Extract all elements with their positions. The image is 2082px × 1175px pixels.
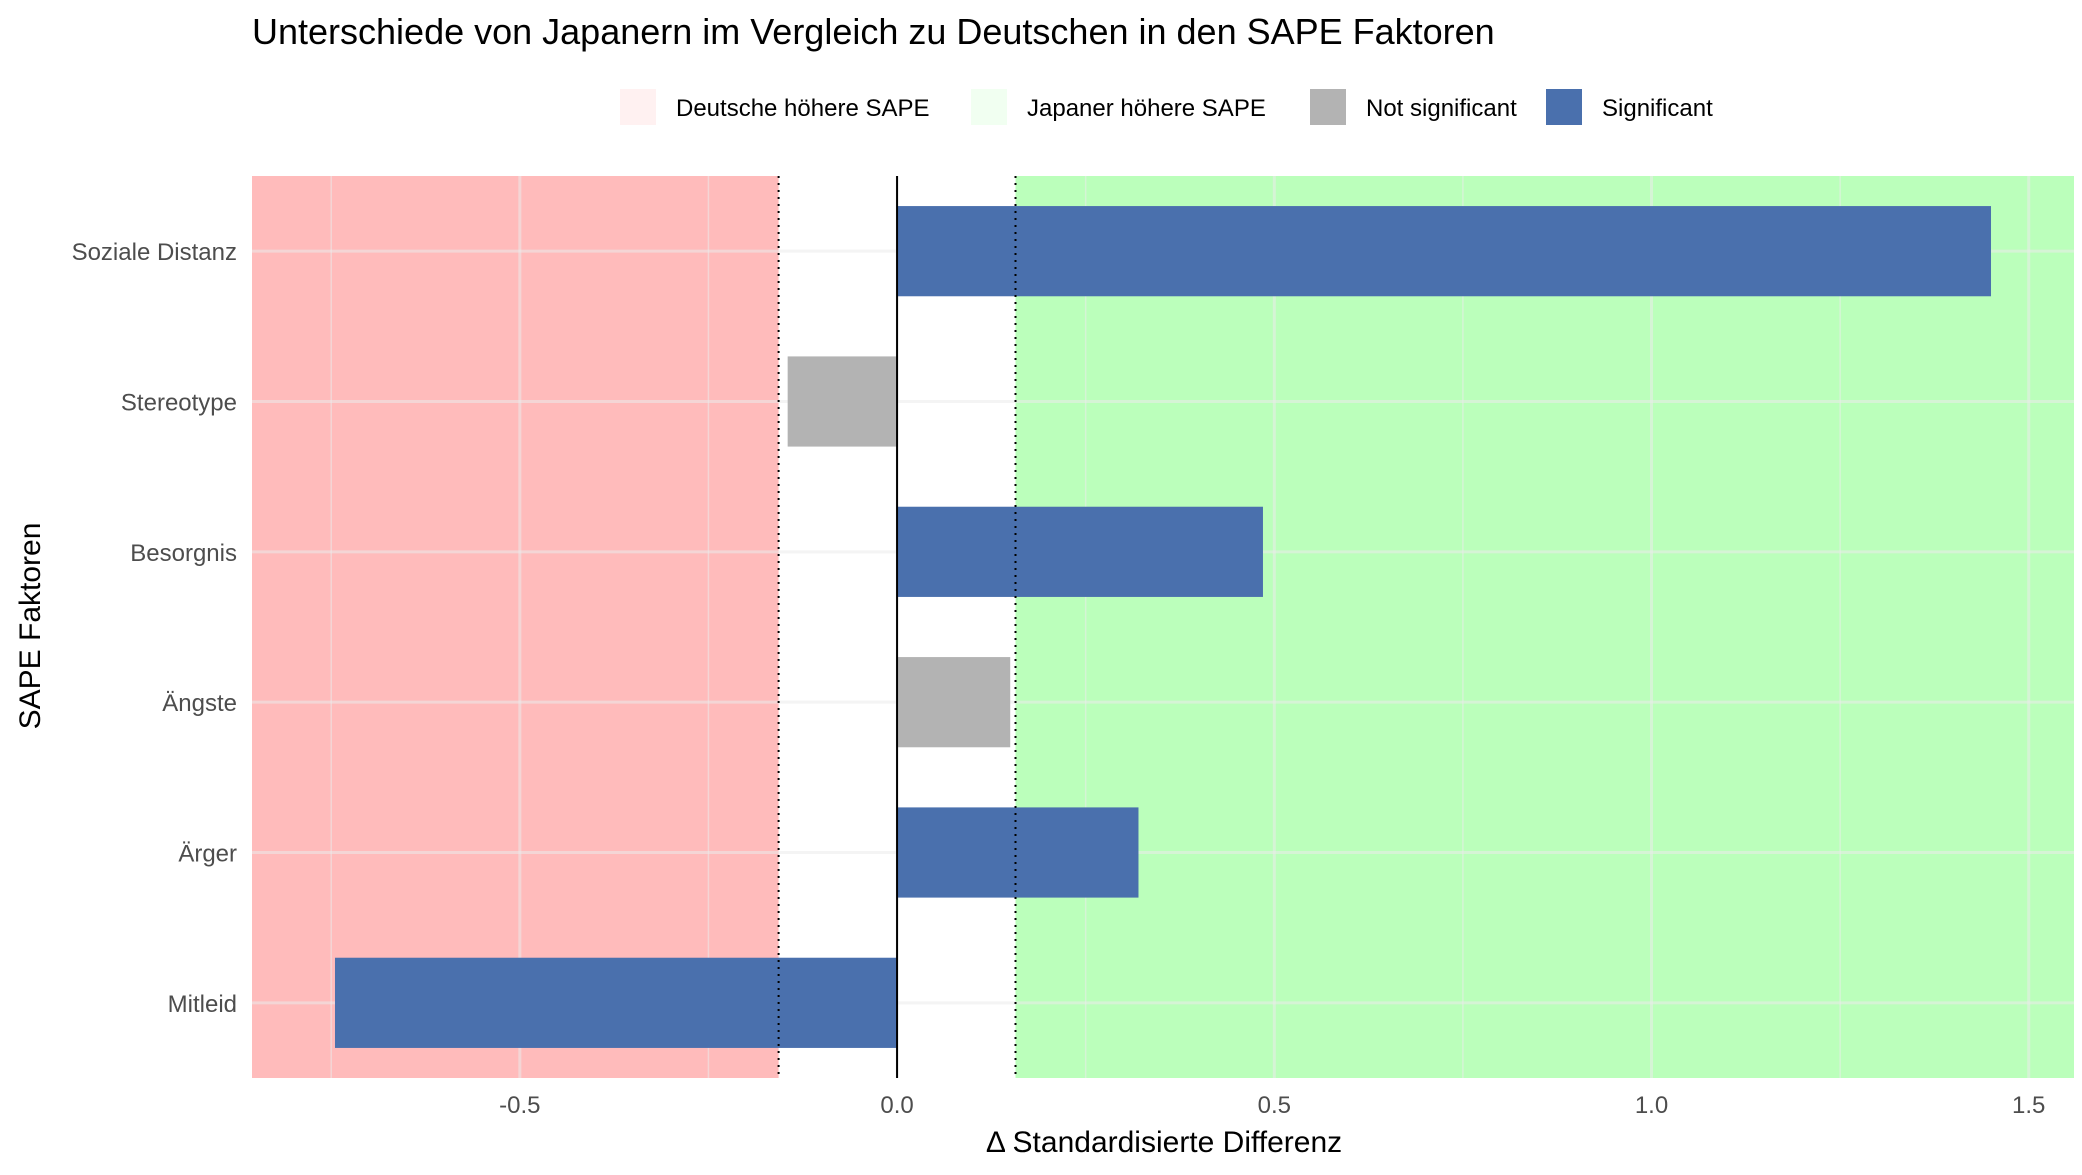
reference-lines (777, 176, 1017, 1078)
legend-label: Japaner höhere SAPE (1027, 95, 1266, 122)
x-tick-label: 0.5 (1258, 1092, 1291, 1119)
x-tick-label: -0.5 (499, 1092, 540, 1119)
y-tick-label: Ängste (162, 690, 237, 717)
legend: Deutsche höhere SAPE Japaner höhere SAPE N… (620, 89, 1713, 125)
bar-4 (897, 807, 1139, 898)
legend-key-0 (620, 89, 656, 125)
legend-key-3 (1546, 89, 1582, 125)
bar-5 (334, 957, 898, 1048)
x-tick-labels: -0.5 0.0 0.5 1.0 1.5 (499, 1092, 2045, 1119)
y-tick-labels: Soziale Distanz Stereotype Besorgnis Ängste… (72, 239, 237, 1018)
legend-label: Not significant (1366, 95, 1517, 122)
bar-2 (897, 506, 1263, 597)
bar-3 (897, 657, 1011, 748)
legend-key-2 (1310, 89, 1346, 125)
region-0 (252, 176, 779, 1078)
y-axis-label: SAPE Faktoren (14, 523, 47, 730)
y-tick-label: Besorgnis (130, 540, 237, 567)
y-tick-label: Ärger (178, 841, 237, 868)
bars (334, 206, 1992, 1048)
y-tick-label: Mitleid (168, 991, 237, 1018)
y-tick-label: Stereotype (121, 390, 237, 417)
legend-label: Significant (1602, 95, 1713, 122)
legend-label: Deutsche höhere SAPE (676, 95, 930, 122)
region-1 (1015, 176, 2074, 1078)
chart-title: Unterschiede von Japanern im Vergleich z… (252, 11, 1495, 52)
legend-key-1 (971, 89, 1007, 125)
y-tick-label: Soziale Distanz (72, 239, 237, 266)
x-tick-label: 0.0 (880, 1092, 913, 1119)
x-tick-label: 1.0 (1635, 1092, 1668, 1119)
bar-1 (787, 356, 898, 447)
x-tick-label: 1.5 (2012, 1092, 2045, 1119)
shaded-regions (252, 176, 2074, 1078)
x-axis-label: Δ Standardisierte Differenz (986, 1126, 1342, 1159)
bar-0 (897, 206, 1992, 297)
